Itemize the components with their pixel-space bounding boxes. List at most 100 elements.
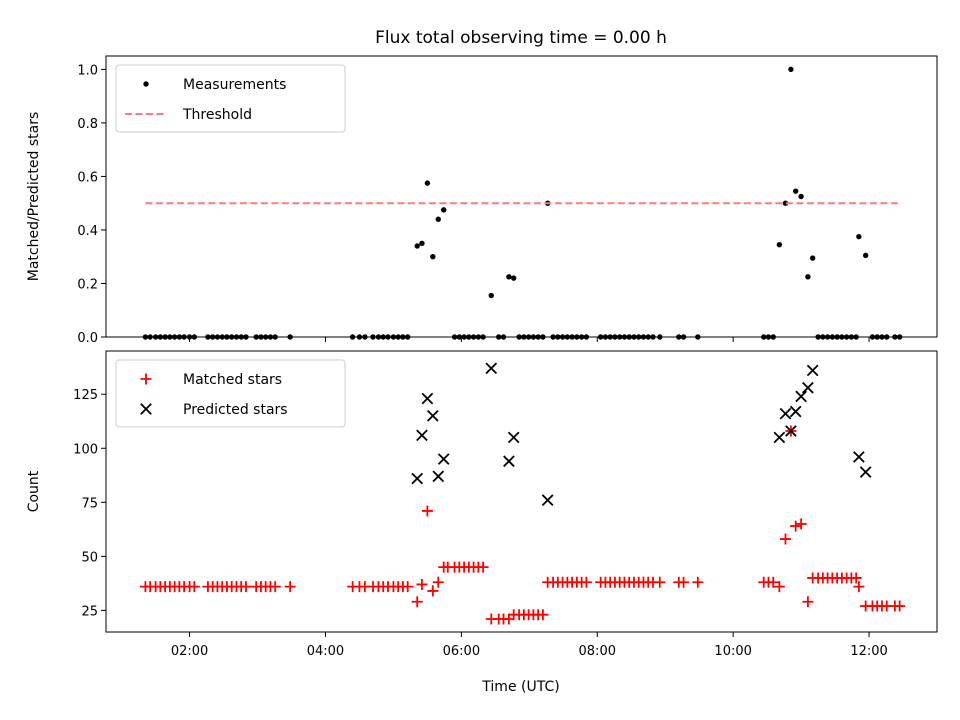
bottom-legend-entry: Matched stars bbox=[183, 372, 282, 388]
bottom-y-tick-label: 100 bbox=[73, 442, 98, 457]
top-dot-point bbox=[809, 255, 816, 261]
top-legend-entry: Threshold bbox=[182, 107, 252, 123]
top-dot-point bbox=[792, 188, 799, 194]
top-dot-point bbox=[430, 254, 436, 260]
chart-title: Flux total observing time = 0.00 h bbox=[375, 28, 667, 48]
bottom-legend-marker bbox=[140, 373, 152, 385]
bottom-x-point bbox=[806, 364, 819, 377]
bottom-legend: Matched stars Predicted stars bbox=[115, 359, 346, 428]
bottom-plus-point bbox=[416, 578, 428, 590]
bottom-plus-point bbox=[678, 576, 690, 588]
top-dot-point bbox=[506, 274, 512, 280]
bottom-x-point bbox=[416, 429, 428, 442]
bottom-plus-point bbox=[240, 581, 252, 593]
x-axis-label: Time (UTC) bbox=[481, 679, 559, 695]
x-tick-label: 02:00 bbox=[171, 644, 208, 659]
bottom-axes-frame bbox=[105, 350, 938, 633]
bottom-plus-point bbox=[427, 585, 439, 597]
top-dot-point bbox=[862, 252, 869, 259]
top-dot-point bbox=[440, 207, 447, 213]
bottom-plus-point bbox=[773, 581, 785, 593]
top-y-tick-label: 0.6 bbox=[77, 170, 98, 185]
bottom-plus-point bbox=[421, 505, 433, 517]
bottom-y-tick-label: 25 bbox=[81, 604, 98, 619]
bottom-y-tick-label: 75 bbox=[81, 496, 98, 511]
bottom-plus-point bbox=[692, 576, 704, 588]
bottom-x-point bbox=[795, 390, 807, 403]
bottom-plus-point bbox=[767, 576, 779, 588]
bottom-plus-point bbox=[795, 518, 807, 530]
top-dot-point bbox=[776, 241, 783, 248]
x-tick-label: 10:00 bbox=[714, 644, 751, 659]
bottom-plus-point bbox=[850, 572, 862, 584]
top-dot-point bbox=[856, 233, 862, 240]
bottom-legend-entry: Predicted stars bbox=[183, 402, 288, 418]
top-y-tick-label: 0.2 bbox=[77, 277, 98, 292]
bottom-x-point bbox=[432, 470, 445, 483]
bottom-x-point bbox=[789, 405, 802, 418]
bottom-series-matched-stars bbox=[139, 425, 906, 625]
top-legend-entry: Measurements bbox=[183, 77, 286, 93]
bottom-x-point bbox=[541, 494, 554, 506]
x-tick-label: 06:00 bbox=[443, 644, 480, 659]
top-y-axis-label: Matched/Predicted stars bbox=[26, 112, 42, 282]
bottom-x-point bbox=[859, 466, 872, 478]
bottom-x-point bbox=[779, 407, 792, 420]
x-tick-label: 12:00 bbox=[850, 644, 887, 659]
bottom-x-point bbox=[421, 392, 434, 405]
bottom-x-point bbox=[437, 453, 450, 465]
x-tick-label: 04:00 bbox=[307, 644, 344, 659]
top-dot-point bbox=[788, 66, 794, 73]
top-panel: 0.0 0.2 0.4 0.6 0.8 1.0 Matched/Predicted star… bbox=[26, 55, 938, 346]
bottom-x-point bbox=[503, 455, 515, 468]
bottom-panel: 25 50 75 100 125 02:00 04:00 06:00 08:00 10:00 12:… bbox=[26, 350, 938, 659]
top-dot-point bbox=[419, 240, 425, 247]
bottom-plus-point bbox=[790, 520, 802, 532]
top-dot-point bbox=[424, 180, 431, 186]
bottom-plus-point bbox=[894, 600, 906, 612]
bottom-plus-point bbox=[802, 596, 814, 608]
bottom-plus-point bbox=[477, 561, 489, 573]
bottom-plus-point bbox=[402, 581, 414, 593]
bottom-x-point bbox=[507, 431, 520, 444]
bottom-plus-point bbox=[580, 576, 592, 588]
top-legend-box bbox=[115, 64, 346, 133]
top-y-tick-label: 0.8 bbox=[77, 117, 98, 132]
top-dot-point bbox=[798, 193, 804, 200]
bottom-y-tick-label: 50 bbox=[81, 550, 98, 565]
bottom-x-point bbox=[785, 425, 797, 437]
bottom-plus-point bbox=[284, 581, 296, 593]
top-y-tick-label: 1.0 bbox=[77, 63, 98, 78]
bottom-x-point bbox=[426, 410, 439, 422]
bottom-x-point bbox=[411, 472, 424, 485]
bottom-y-tick-label: 125 bbox=[73, 388, 98, 403]
bottom-legend-marker bbox=[140, 403, 152, 415]
bottom-series-predicted-stars bbox=[411, 362, 872, 506]
bottom-plus-point bbox=[537, 609, 549, 621]
bottom-plus-point bbox=[269, 581, 281, 593]
bottom-plus-point bbox=[188, 581, 200, 593]
bottom-y-axis-label: Count bbox=[26, 470, 42, 512]
top-dot-point bbox=[510, 275, 517, 281]
top-legend: Measurements Threshold bbox=[115, 64, 346, 133]
top-legend-marker bbox=[143, 81, 149, 87]
top-axes-frame bbox=[105, 55, 938, 338]
top-dot-point bbox=[782, 200, 789, 206]
top-dot-point bbox=[488, 292, 494, 299]
bottom-plus-point bbox=[853, 581, 865, 593]
top-dot-point bbox=[414, 243, 420, 249]
top-y-tick-label: 0.0 bbox=[77, 331, 98, 346]
bottom-x-point bbox=[773, 431, 786, 444]
top-dot-point bbox=[435, 216, 441, 222]
bottom-x-point bbox=[485, 362, 498, 375]
bottom-plus-point bbox=[654, 576, 666, 588]
bottom-x-point bbox=[853, 451, 865, 463]
bottom-x-point bbox=[802, 381, 814, 394]
top-dot-point bbox=[805, 274, 811, 280]
x-tick-label: 08:00 bbox=[579, 644, 616, 659]
top-y-tick-label: 0.4 bbox=[77, 224, 98, 239]
bottom-plus-point bbox=[779, 533, 791, 545]
bottom-legend-box bbox=[115, 359, 346, 428]
bottom-plus-point bbox=[432, 576, 444, 588]
